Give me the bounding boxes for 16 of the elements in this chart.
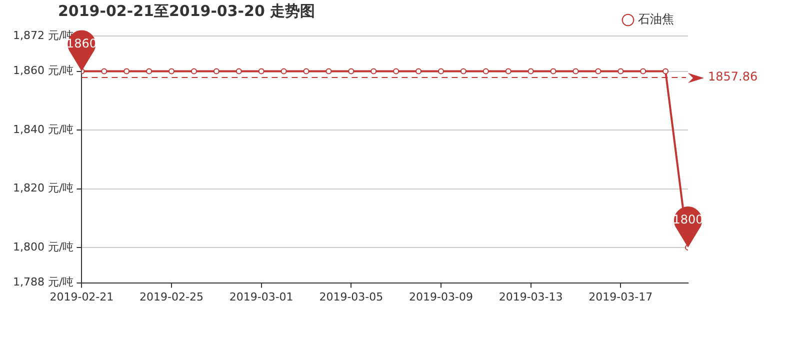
y-tick-label: 1,840 元/吨 — [12, 122, 74, 136]
x-tick-label: 2019-03-17 — [588, 290, 653, 304]
x-tick-label: 2019-02-21 — [50, 290, 114, 304]
y-tick-label: 1,820 元/吨 — [12, 182, 74, 195]
x-tick-label: 2019-03-05 — [319, 290, 384, 304]
x-tick-label: 2019-03-09 — [409, 290, 473, 304]
x-tick-label: 2019-03-13 — [498, 290, 563, 304]
legend-label: 石油焦 — [638, 12, 674, 26]
y-tick-label: 1,788 元/吨 — [12, 276, 74, 289]
ref-line-label: 1857.86 — [708, 70, 758, 84]
x-tick-label: 2019-02-25 — [140, 290, 204, 304]
chart-title: 2019-02-21至2019-03-20 走势图 — [58, 2, 316, 21]
y-tick-label: 1,800 元/吨 — [12, 240, 74, 254]
annotation: 1800 — [672, 212, 704, 227]
y-tick-label: 1,860 元/吨 — [12, 64, 74, 78]
x-tick-label: 2019-03-01 — [229, 290, 294, 304]
